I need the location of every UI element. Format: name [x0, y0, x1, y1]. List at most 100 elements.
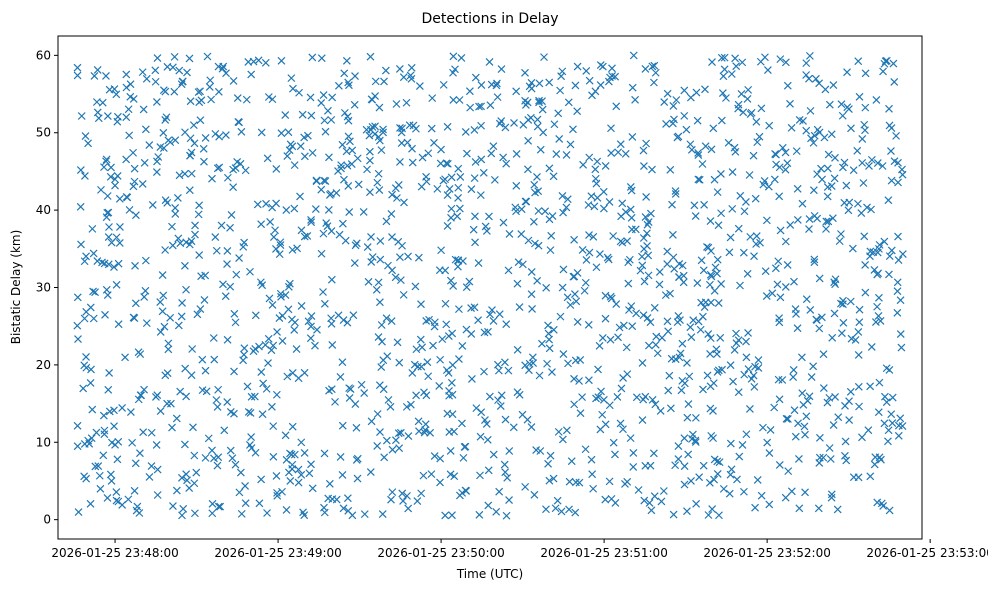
data-point: [571, 81, 580, 90]
data-point: [135, 509, 144, 517]
data-point: [136, 391, 145, 400]
data-point: [781, 493, 790, 502]
data-point: [483, 435, 492, 444]
data-point: [399, 290, 408, 299]
data-point: [151, 66, 160, 75]
data-point: [783, 260, 792, 269]
data-point: [880, 392, 889, 401]
y-tick-label: 0: [43, 513, 51, 527]
data-point: [339, 504, 348, 513]
data-point: [311, 205, 320, 213]
data-point: [596, 425, 605, 434]
data-point: [88, 405, 97, 414]
data-point: [683, 507, 691, 516]
data-point: [360, 389, 369, 398]
data-point: [282, 206, 291, 215]
data-point: [320, 176, 328, 185]
data-point: [366, 188, 374, 197]
data-point: [211, 233, 220, 241]
data-point: [374, 169, 383, 178]
data-point: [803, 396, 812, 405]
data-point: [802, 59, 811, 68]
data-point: [135, 449, 144, 458]
data-point: [578, 393, 587, 402]
data-point: [893, 287, 902, 296]
data-point: [288, 460, 297, 469]
data-point: [236, 468, 245, 477]
data-point: [283, 152, 292, 160]
data-point: [422, 177, 431, 186]
data-point: [557, 72, 566, 81]
data-point: [843, 68, 851, 77]
data-point: [288, 315, 296, 324]
data-point: [419, 471, 428, 480]
data-point: [701, 298, 710, 307]
data-point: [854, 57, 863, 66]
data-point: [831, 153, 839, 162]
data-point: [732, 329, 740, 338]
data-point: [839, 318, 848, 327]
data-point: [338, 471, 347, 479]
data-point: [186, 134, 195, 143]
data-point: [300, 449, 309, 457]
data-point: [197, 96, 206, 105]
data-point: [596, 250, 604, 258]
data-point: [774, 257, 783, 266]
data-point: [793, 184, 802, 193]
data-point: [282, 505, 291, 514]
data-point: [542, 283, 551, 292]
data-point: [288, 245, 297, 254]
data-point: [294, 465, 303, 474]
data-point: [495, 487, 504, 496]
data-point: [471, 238, 479, 247]
data-point: [152, 440, 161, 449]
data-point: [809, 362, 818, 371]
data-point: [725, 248, 734, 257]
data-point: [178, 511, 186, 520]
data-point: [877, 455, 885, 464]
data-point: [546, 246, 555, 255]
data-point: [707, 272, 716, 281]
data-point: [674, 442, 683, 451]
data-point: [572, 297, 581, 306]
data-point: [837, 230, 845, 238]
data-point: [739, 248, 748, 257]
data-point: [281, 431, 290, 440]
data-point: [230, 309, 239, 318]
data-point: [366, 156, 374, 165]
data-point: [744, 329, 752, 337]
data-point: [156, 328, 165, 336]
data-point: [641, 461, 650, 470]
data-point: [325, 479, 334, 488]
data-point: [194, 88, 203, 97]
data-point: [636, 266, 645, 275]
data-point: [124, 105, 133, 114]
data-point: [200, 296, 209, 304]
data-point: [482, 226, 491, 235]
data-point: [191, 230, 199, 239]
data-point: [732, 62, 741, 71]
data-point: [388, 190, 397, 199]
data-point: [470, 126, 479, 134]
data-point: [198, 355, 207, 364]
data-point: [534, 241, 543, 250]
data-point: [454, 355, 463, 363]
data-point: [750, 252, 758, 261]
data-point: [103, 192, 112, 200]
data-point: [757, 104, 766, 113]
data-point: [628, 322, 637, 331]
data-point: [112, 488, 121, 497]
data-point: [436, 478, 444, 487]
data-point: [99, 411, 108, 420]
data-point: [781, 165, 790, 174]
data-point: [819, 453, 828, 462]
data-point: [728, 168, 737, 176]
data-point: [611, 499, 620, 507]
data-point: [632, 309, 641, 318]
data-point: [230, 367, 238, 376]
data-point: [700, 200, 709, 209]
data-point: [317, 249, 326, 258]
data-point: [566, 301, 575, 309]
data-point: [645, 499, 654, 507]
data-point: [547, 231, 556, 240]
